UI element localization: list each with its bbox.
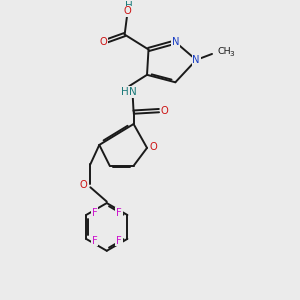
Text: O: O: [160, 106, 168, 116]
Text: 3: 3: [230, 51, 235, 57]
Text: F: F: [92, 236, 97, 246]
Text: H: H: [125, 1, 133, 11]
Text: O: O: [150, 142, 158, 152]
Text: O: O: [100, 37, 108, 47]
Text: N: N: [129, 87, 136, 97]
Text: N: N: [172, 37, 179, 47]
Text: F: F: [116, 236, 122, 246]
Text: O: O: [124, 6, 131, 16]
Text: F: F: [92, 208, 97, 218]
Text: CH: CH: [217, 47, 231, 56]
Text: F: F: [116, 208, 122, 218]
Text: O: O: [80, 180, 88, 190]
Text: H: H: [121, 87, 128, 97]
Text: N: N: [193, 55, 200, 65]
